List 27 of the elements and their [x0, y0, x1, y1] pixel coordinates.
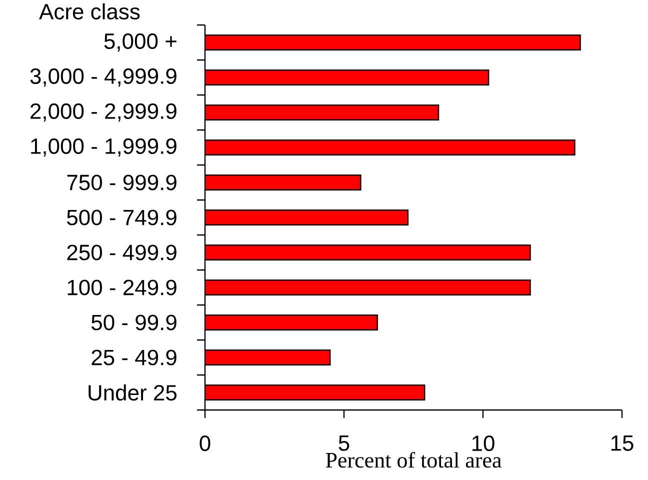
y-tick-label: 500 - 749.9 [67, 210, 176, 226]
y-tick-label: Under 25 [88, 384, 176, 401]
y-tick-label: 1,000 - 1,999.9 [31, 138, 176, 157]
y-tick-label: 100 - 249.9 [68, 280, 176, 296]
bar [205, 384, 426, 400]
x-tick-label: 15 [611, 436, 634, 451]
x-tick-label: 0 [200, 436, 210, 452]
y-tick-label: 750 - 999.9 [67, 174, 176, 190]
y-tick-label: 3,000 - 4,999.9 [30, 68, 176, 87]
y-tick-label: 5,000 + [104, 33, 176, 52]
bar [205, 350, 331, 366]
bar [205, 70, 490, 86]
x-tick-label: 5 [338, 436, 350, 451]
y-tick-label: 250 - 499.9 [67, 244, 176, 260]
y-tick-label: 25 - 49.9 [92, 350, 176, 366]
y-tick-label: 50 - 99.9 [92, 314, 176, 330]
bar [205, 210, 409, 226]
bar [205, 34, 581, 50]
y-axis-title: Acre class [39, 3, 140, 20]
bar [205, 104, 440, 120]
bar [205, 244, 531, 260]
bar [205, 174, 362, 190]
bar [205, 314, 378, 330]
bar [205, 140, 576, 156]
x-axis-title: Percent of total area [326, 452, 502, 468]
y-tick-label: 2,000 - 2,999.9 [30, 103, 176, 122]
x-tick-label: 10 [472, 436, 494, 452]
